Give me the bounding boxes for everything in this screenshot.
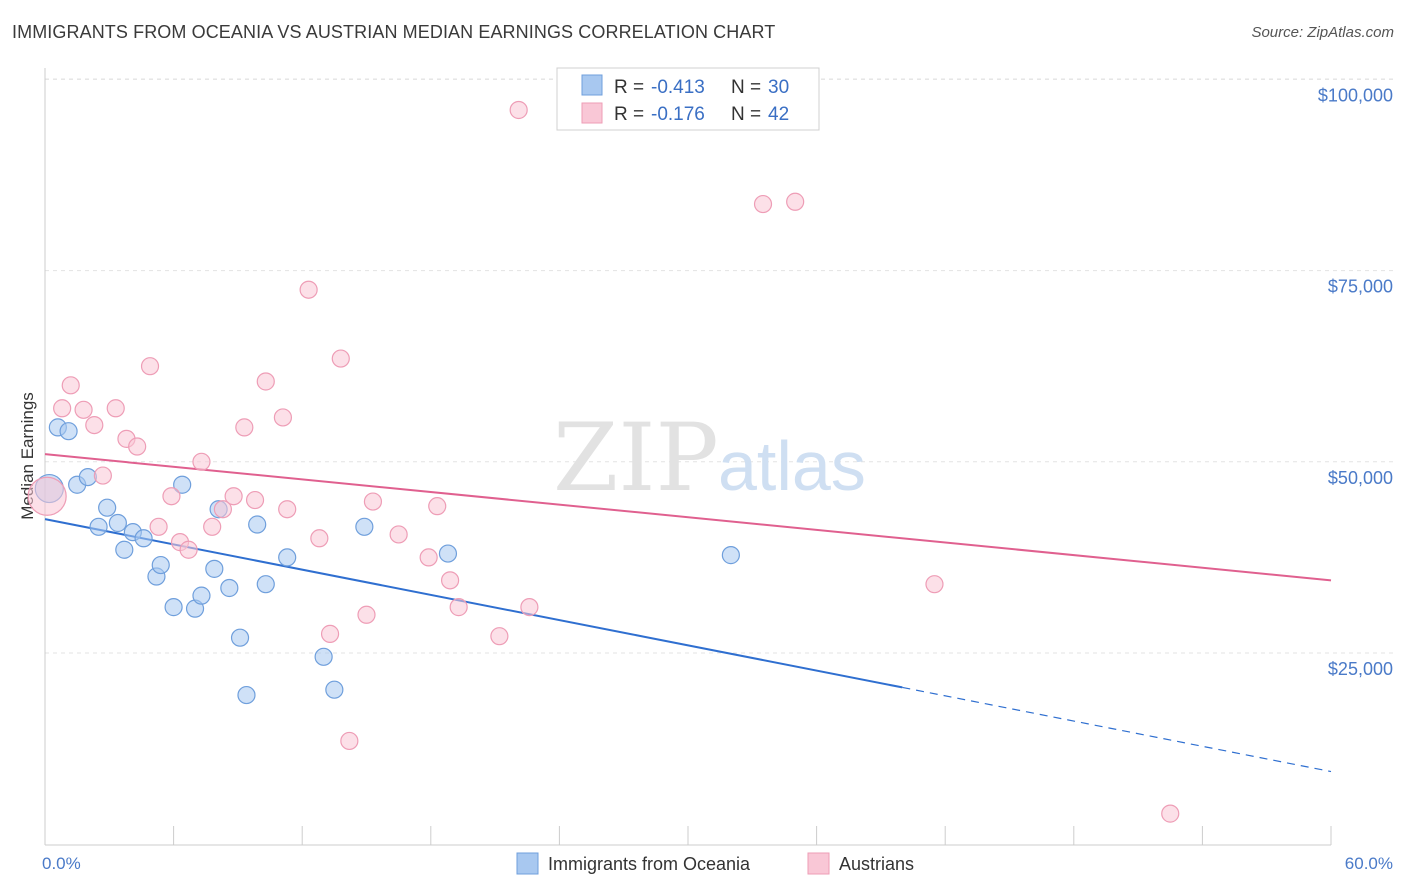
point-series0-19 [220, 578, 239, 598]
point-series0-23 [256, 575, 275, 594]
y-tick-labels: $25,000 $50,000 $75,000 $100,000 [1318, 85, 1393, 679]
point-series0-12 [151, 555, 170, 575]
point-series1-0 [27, 476, 67, 516]
point-series1-15 [203, 517, 222, 536]
point-series1-30 [389, 525, 408, 544]
point-series0-6 [98, 498, 117, 517]
point-series1-25 [320, 624, 340, 643]
series-legend-swatch-austrians [807, 852, 830, 875]
point-series1-35 [490, 627, 509, 646]
point-series0-28 [438, 544, 458, 563]
series-legend-label-oceania: Immigrants from Oceania [548, 854, 751, 874]
y-tick-label-1: $50,000 [1328, 468, 1393, 488]
point-series0-22 [248, 515, 267, 534]
x-tick-label-left: 0.0% [42, 854, 81, 873]
point-series1-1 [53, 399, 72, 418]
point-series0-2 [59, 422, 78, 441]
point-series0-10 [134, 529, 153, 548]
point-series1-19 [245, 490, 265, 510]
point-series1-23 [299, 280, 318, 299]
point-series0-14 [173, 475, 192, 494]
point-series0-21 [237, 685, 256, 705]
point-series0-20 [230, 628, 250, 647]
point-series0-5 [89, 517, 108, 536]
watermark-zip: ZIP [553, 404, 719, 513]
point-series1-39 [786, 192, 805, 211]
x-tick-label-right: 60.0% [1345, 854, 1393, 873]
point-series0-13 [164, 598, 183, 617]
legend-swatch-austrians [581, 102, 603, 124]
point-series1-40 [925, 575, 944, 594]
point-series1-11 [162, 487, 181, 506]
watermark-atlas: atlas [718, 427, 866, 505]
point-series1-22 [278, 500, 297, 519]
point-series1-27 [340, 731, 359, 751]
point-series0-7 [108, 513, 127, 533]
y-tick-label-2: $75,000 [1328, 277, 1393, 297]
point-series1-41 [1161, 804, 1180, 823]
point-series1-32 [428, 497, 447, 516]
point-series1-29 [363, 492, 383, 511]
point-series1-3 [74, 400, 93, 419]
trend-line-1 [44, 453, 1332, 582]
point-series1-13 [179, 540, 198, 559]
point-series1-16 [213, 500, 232, 519]
legend-n-value-2: 42 [768, 104, 789, 125]
legend-n-value-1: 30 [768, 77, 789, 98]
point-series1-9 [140, 357, 160, 376]
point-series1-4 [85, 415, 104, 435]
point-series1-33 [440, 571, 460, 590]
chart-title: IMMIGRANTS FROM OCEANIA VS AUSTRIAN MEDI… [12, 22, 776, 42]
series-legend-label-austrians: Austrians [839, 854, 914, 874]
point-series0-25 [314, 647, 333, 666]
point-series1-24 [310, 529, 329, 548]
legend-r-label-2: R = [614, 104, 644, 125]
legend-swatch-oceania [581, 74, 603, 96]
point-series1-37 [520, 598, 539, 617]
legend-r-value-1: -0.413 [651, 77, 705, 98]
point-series0-24 [278, 548, 297, 567]
legend-n-label-2: N = [731, 104, 761, 125]
point-series1-10 [149, 517, 168, 536]
point-series1-34 [449, 598, 468, 617]
point-series1-31 [419, 548, 438, 567]
point-series0-16 [192, 586, 211, 605]
point-series1-18 [235, 418, 254, 437]
point-series0-26 [325, 680, 344, 699]
point-series0-17 [205, 559, 224, 578]
point-series1-17 [224, 487, 243, 506]
point-series0-29 [721, 546, 740, 565]
series-legend: Immigrants from Oceania Austrians [516, 852, 914, 875]
y-tick-label-0: $25,000 [1328, 659, 1393, 679]
legend-n-label-1: N = [731, 77, 761, 98]
point-series1-21 [273, 408, 293, 427]
correlation-legend: R = -0.413 N = 30 R = -0.176 N = 42 [556, 67, 820, 131]
legend-r-label-1: R = [614, 77, 644, 98]
series-legend-swatch-oceania [516, 852, 539, 875]
point-series1-2 [61, 376, 80, 395]
chart-source: Source: ZipAtlas.com [1251, 24, 1394, 41]
point-series1-36 [509, 100, 528, 120]
point-series1-14 [192, 452, 211, 471]
point-series1-38 [753, 194, 773, 214]
x-axis-ticks [44, 826, 1332, 845]
legend-r-value-2: -0.176 [651, 104, 705, 125]
point-series1-5 [93, 466, 112, 485]
point-series1-8 [128, 437, 147, 456]
point-series1-6 [106, 399, 125, 418]
point-series1-28 [357, 605, 376, 624]
trend-line-extension-0 [902, 686, 1332, 773]
point-series1-26 [331, 349, 350, 368]
data-points [27, 100, 1180, 823]
point-series0-8 [115, 540, 134, 559]
point-series0-4 [78, 467, 97, 487]
point-series1-20 [256, 372, 275, 391]
point-series0-27 [355, 517, 374, 536]
y-tick-label-3: $100,000 [1318, 85, 1393, 105]
